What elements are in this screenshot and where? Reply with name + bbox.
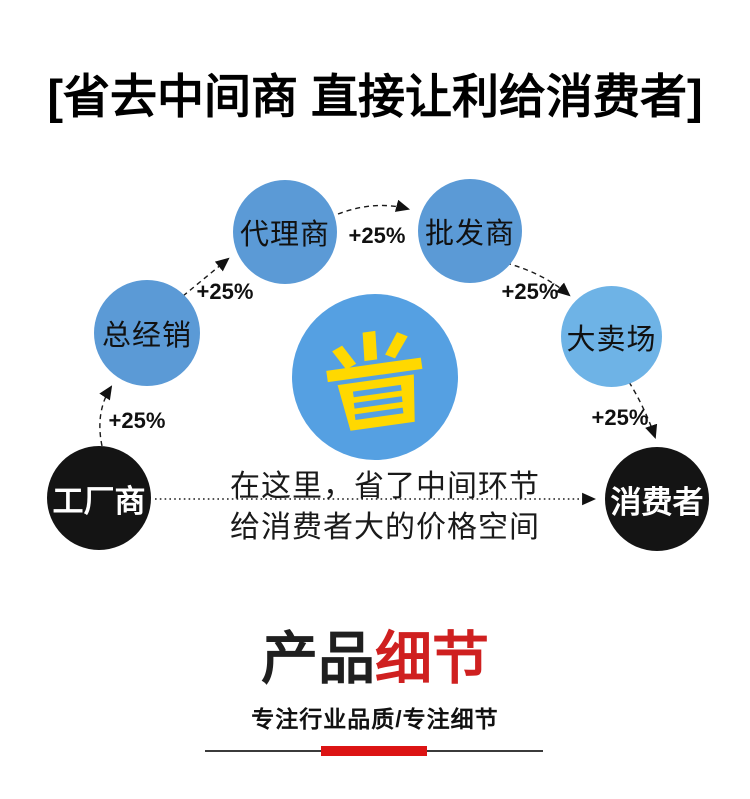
- increment-label-distributor-agent: +25%: [196, 279, 254, 304]
- arrow-agent-to-wholesaler: [337, 199, 411, 215]
- node-factory-label: 工厂商: [52, 483, 146, 519]
- increment-label-agent-wholesaler: +25%: [348, 223, 406, 248]
- arrow-distributor-to-agent: [182, 257, 230, 297]
- section-title-black: 产品: [261, 627, 375, 691]
- node-agent-label: 代理商: [239, 219, 330, 251]
- node-factory: 工厂商: [47, 446, 151, 550]
- increment-label-hypermarket-consumer: +25%: [591, 405, 649, 430]
- caption-line-2: 给消费者大的价格空间: [230, 511, 540, 544]
- arrow-wholesaler-to-hypermarket: [505, 262, 571, 297]
- node-consumer: 消费者: [605, 447, 709, 551]
- increment-label-wholesaler-hypermarket: +25%: [501, 279, 559, 304]
- section-subtitle: 专注行业品质/专注细节: [251, 706, 499, 732]
- node-wholesaler: 批发商: [418, 179, 522, 283]
- node-wholesaler-label: 批发商: [424, 218, 515, 250]
- center-savings-badge: [292, 294, 458, 460]
- node-consumer-label: 消费者: [610, 484, 704, 520]
- section-title-red: 细节: [375, 627, 489, 691]
- divider-red-accent: [321, 746, 427, 756]
- node-distributor-label: 总经销: [101, 320, 192, 352]
- arrow-factory-to-distributor: [99, 385, 113, 447]
- page-title: [省去中间商 直接让利给消费者]: [47, 70, 703, 123]
- caption-line-1: 在这里，省了中间环节: [230, 470, 540, 503]
- node-hypermarket: 大卖场: [561, 286, 662, 387]
- section-title: 产品细节: [0, 628, 750, 691]
- increment-label-factory-distributor: +25%: [108, 408, 166, 433]
- node-agent: 代理商: [233, 180, 337, 284]
- node-hypermarket-label: 大卖场: [566, 323, 657, 356]
- arrow-hypermarket-to-consumer: [628, 381, 658, 439]
- sheng-save-box-icon: [326, 330, 423, 431]
- node-distributor: 总经销: [94, 280, 200, 386]
- section-divider: [205, 746, 543, 756]
